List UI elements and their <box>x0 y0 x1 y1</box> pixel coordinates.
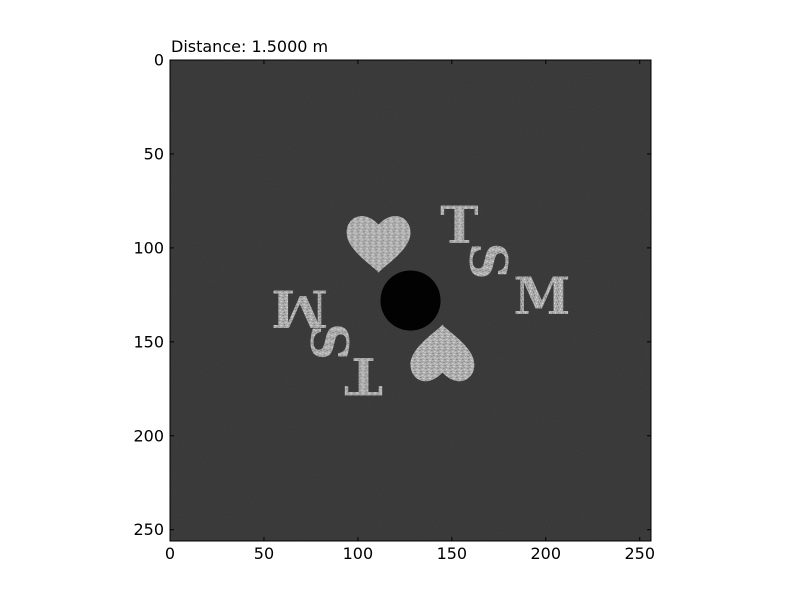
x-tick-label: 100 <box>343 544 374 563</box>
x-tick-label: 150 <box>437 544 468 563</box>
x-tick-label: 250 <box>624 544 655 563</box>
letter-M-upper: M <box>513 266 570 327</box>
x-tick-label: 50 <box>254 544 274 563</box>
chart-title: Distance: 1.5000 m <box>171 37 328 56</box>
letter-S-upper: S <box>457 242 518 279</box>
y-tick-label: 250 <box>133 520 164 539</box>
letter-S-lower: S <box>301 323 362 360</box>
y-tick-label: 200 <box>133 426 164 445</box>
heart-upper <box>346 215 411 273</box>
y-tick-label: 100 <box>133 238 164 257</box>
y-tick-label: 150 <box>133 332 164 351</box>
x-axis-ticks: 0 50 100 150 200 250 <box>165 60 655 563</box>
y-tick-label: 50 <box>144 144 164 163</box>
y-tick-label: 0 <box>154 51 164 70</box>
x-tick-label: 200 <box>531 544 562 563</box>
x-tick-label: 0 <box>165 544 175 563</box>
letter-T-lower: T <box>344 345 382 406</box>
letter-M-lower: M <box>271 278 328 339</box>
letter-T-upper: T <box>440 195 478 256</box>
y-axis-ticks: 0 50 100 150 200 250 <box>133 51 651 539</box>
heart-lower <box>410 324 475 382</box>
center-disk <box>380 270 441 331</box>
axes-frame <box>169 59 652 542</box>
